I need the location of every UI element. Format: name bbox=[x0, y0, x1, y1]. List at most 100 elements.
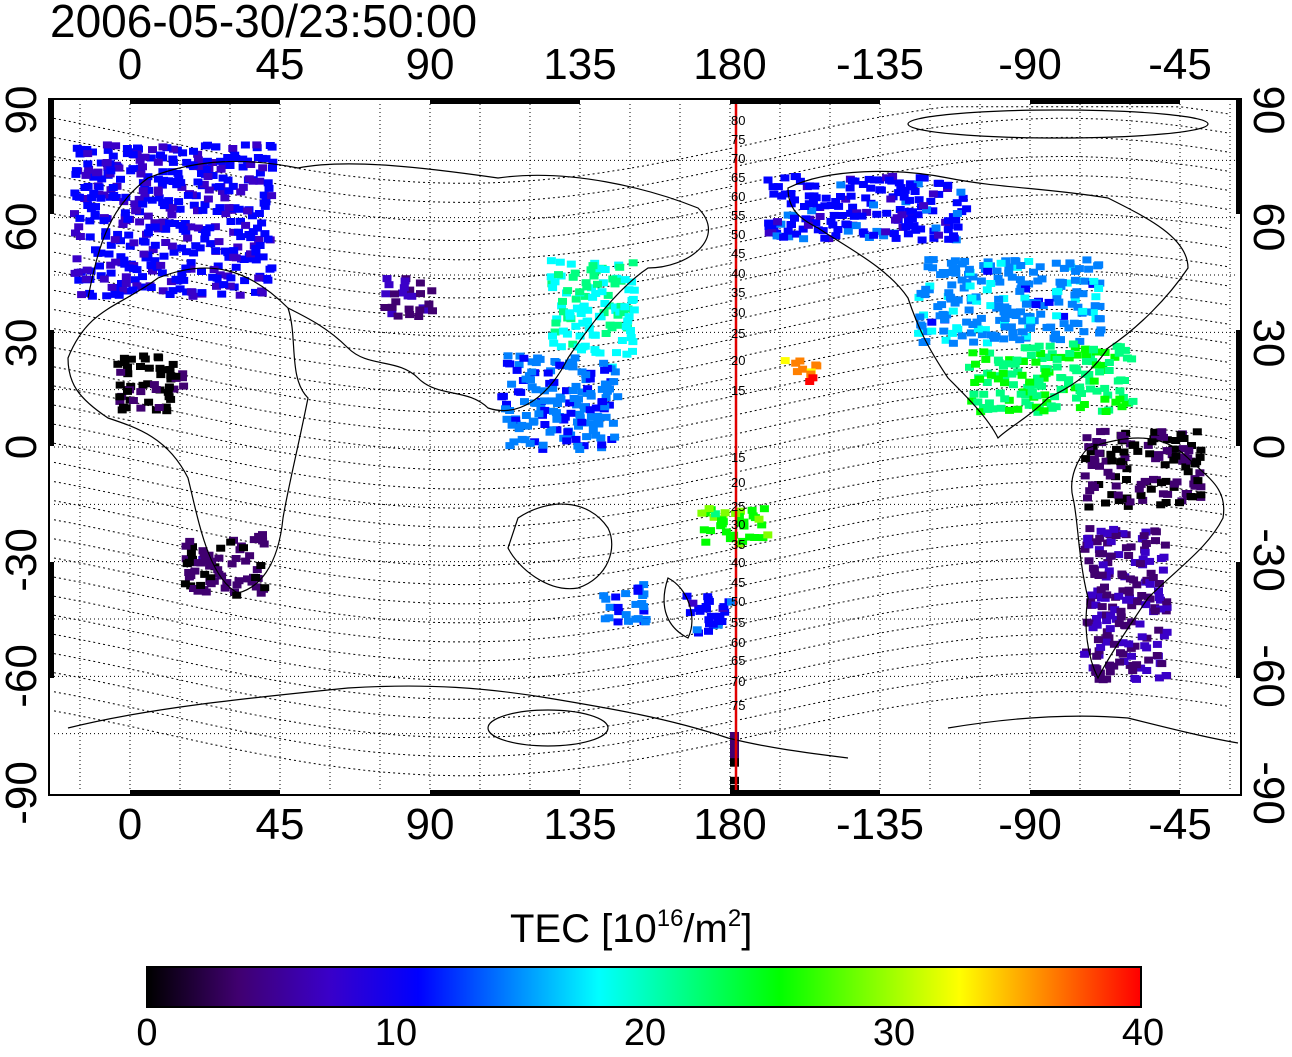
tec-cell bbox=[624, 617, 633, 625]
tec-cell bbox=[1136, 480, 1146, 488]
contour-label: 30 bbox=[731, 305, 745, 320]
tec-cell bbox=[165, 291, 175, 298]
tec-cell bbox=[953, 223, 963, 231]
tec-cell bbox=[928, 207, 938, 215]
tec-cell bbox=[914, 196, 924, 204]
tec-cell bbox=[254, 235, 264, 243]
tec-cell bbox=[1159, 632, 1169, 640]
tec-cell bbox=[957, 276, 967, 284]
tec-cell bbox=[993, 356, 1003, 364]
tec-cell bbox=[590, 331, 600, 339]
tec-cell bbox=[550, 328, 560, 336]
tec-cell bbox=[790, 214, 799, 222]
tec-cell bbox=[236, 233, 246, 241]
tec-cell bbox=[1082, 618, 1092, 626]
contour-line bbox=[53, 461, 1231, 547]
tec-cell bbox=[1176, 431, 1186, 439]
tec-cell bbox=[792, 368, 802, 376]
tec-cell bbox=[556, 343, 566, 351]
tec-cell bbox=[534, 410, 544, 418]
tec-cell bbox=[1143, 593, 1153, 601]
tec-cell bbox=[83, 182, 93, 190]
tec-cell bbox=[1137, 633, 1147, 641]
tec-cell bbox=[763, 531, 773, 539]
tec-cell bbox=[520, 398, 529, 406]
tec-cell bbox=[1041, 368, 1051, 376]
tec-cell bbox=[117, 280, 126, 287]
tec-cell bbox=[864, 175, 874, 183]
tec-cell bbox=[1096, 586, 1106, 594]
tec-cell bbox=[730, 747, 739, 755]
tec-cell bbox=[519, 354, 529, 362]
tec-cell bbox=[106, 241, 116, 249]
tec-cell bbox=[1146, 569, 1156, 577]
tec-cell bbox=[255, 169, 265, 177]
tec-cell bbox=[89, 189, 99, 197]
tec-cell bbox=[220, 194, 230, 202]
tec-cell bbox=[1118, 530, 1128, 538]
tec-cell bbox=[198, 547, 208, 555]
tec-cell bbox=[546, 257, 556, 265]
tec-cell bbox=[199, 180, 209, 188]
tec-cell bbox=[501, 405, 510, 413]
tec-cell bbox=[1051, 403, 1061, 411]
tec-cell bbox=[570, 354, 580, 362]
tec-cell bbox=[177, 270, 187, 278]
tec-cell bbox=[1006, 323, 1016, 331]
tec-cell bbox=[84, 165, 94, 173]
contour-label: 65 bbox=[731, 653, 745, 668]
tec-cell bbox=[909, 222, 919, 230]
tec-cell bbox=[217, 290, 227, 298]
tec-cell bbox=[528, 418, 538, 426]
tec-cell bbox=[580, 292, 590, 300]
axis-band bbox=[1236, 330, 1242, 446]
tec-cell bbox=[1122, 354, 1132, 362]
tec-cell bbox=[980, 326, 990, 334]
tec-cell bbox=[203, 141, 212, 149]
colorbar-tick: 30 bbox=[872, 1012, 916, 1054]
right-y-tick: 60 bbox=[1244, 202, 1292, 252]
contour-label: 25 bbox=[731, 326, 745, 341]
tec-cell bbox=[102, 141, 112, 149]
tec-cell bbox=[404, 305, 414, 313]
tec-cell bbox=[1184, 447, 1194, 455]
tec-cell bbox=[1123, 502, 1133, 510]
tec-cell bbox=[786, 190, 796, 197]
tec-cell bbox=[602, 385, 612, 392]
tec-cell bbox=[390, 290, 399, 298]
tec-cell bbox=[135, 218, 145, 226]
tec-cell bbox=[1082, 434, 1092, 442]
tec-cell bbox=[881, 228, 891, 236]
tec-cell bbox=[1104, 359, 1114, 366]
tec-cell bbox=[1039, 374, 1049, 382]
tec-cell bbox=[1150, 428, 1160, 436]
tec-cell bbox=[497, 393, 507, 401]
tec-cell bbox=[196, 581, 206, 589]
tec-cell bbox=[767, 229, 777, 237]
tec-cell bbox=[248, 177, 258, 185]
tec-cell bbox=[1142, 667, 1152, 674]
tec-cell bbox=[1080, 650, 1090, 658]
tec-cell bbox=[507, 421, 517, 429]
tec-cell bbox=[1026, 352, 1036, 359]
tec-cell bbox=[629, 286, 639, 294]
tec-cell bbox=[590, 346, 600, 354]
tec-cell bbox=[83, 150, 93, 158]
tec-cell bbox=[914, 293, 924, 301]
tec-cell bbox=[166, 278, 176, 286]
tec-cell bbox=[258, 531, 267, 539]
tec-cell bbox=[547, 397, 557, 405]
tec-cell bbox=[1097, 439, 1107, 447]
contour-line bbox=[53, 136, 1231, 222]
tec-cell bbox=[1118, 572, 1128, 580]
tec-cell bbox=[121, 279, 131, 287]
tec-cell bbox=[258, 164, 268, 172]
tec-cell bbox=[1161, 672, 1171, 679]
tec-cell bbox=[138, 200, 148, 208]
contour-line bbox=[53, 270, 1231, 356]
contour-line bbox=[53, 423, 1231, 509]
tec-cell bbox=[130, 276, 140, 284]
tec-cell bbox=[1091, 361, 1101, 369]
tec-cell bbox=[1127, 602, 1137, 610]
tec-cell bbox=[238, 183, 248, 191]
